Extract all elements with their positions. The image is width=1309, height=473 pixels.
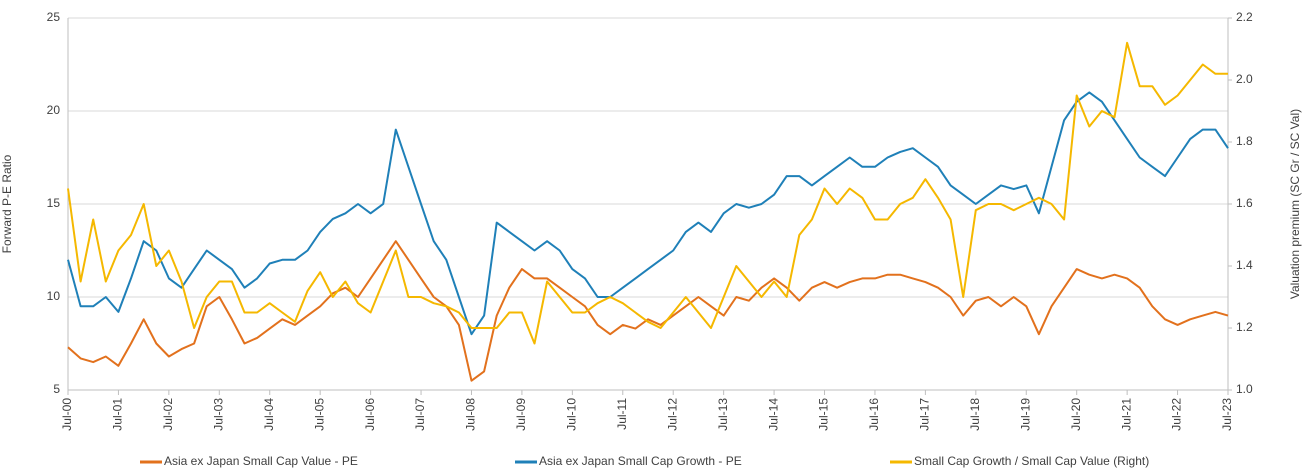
- y2-tick-label: 1.2: [1236, 320, 1253, 334]
- x-tick-label: Jul-09: [514, 398, 528, 431]
- y-tick-label: 15: [47, 196, 61, 210]
- y-tick-label: 25: [47, 10, 61, 24]
- legend-label: Small Cap Growth / Small Cap Value (Righ…: [914, 454, 1149, 468]
- x-tick-label: Jul-00: [60, 398, 74, 431]
- x-tick-label: Jul-07: [413, 398, 427, 431]
- x-tick-label: Jul-11: [615, 398, 629, 430]
- legend-label: Asia ex Japan Small Cap Growth - PE: [539, 454, 742, 468]
- x-tick-label: Jul-04: [262, 398, 276, 431]
- x-tick-label: Jul-06: [363, 398, 377, 431]
- y2-tick-label: 1.4: [1236, 258, 1253, 272]
- series-line: [67, 91, 1229, 336]
- x-tick-label: Jul-03: [211, 398, 225, 431]
- x-tick-label: Jul-21: [1119, 398, 1133, 431]
- x-tick-label: Jul-15: [817, 398, 831, 431]
- y-axis-label: Forward P-E Ratio: [0, 154, 14, 253]
- legend-label: Asia ex Japan Small Cap Value - PE: [164, 454, 358, 468]
- y-tick-label: 5: [53, 382, 60, 396]
- x-tick-label: Jul-01: [111, 398, 125, 431]
- y2-tick-label: 2.2: [1236, 10, 1253, 24]
- y2-axis-label: Valuation premium (SC Gr / SC Val): [1288, 109, 1302, 299]
- x-tick-label: Jul-13: [716, 398, 730, 431]
- x-tick-label: Jul-02: [161, 398, 175, 431]
- x-tick-label: Jul-19: [1018, 398, 1032, 431]
- y2-tick-label: 2.0: [1236, 72, 1253, 86]
- x-tick-label: Jul-08: [464, 398, 478, 431]
- series-line: [67, 41, 1228, 345]
- x-tick-label: Jul-14: [766, 398, 780, 431]
- x-tick-label: Jul-10: [565, 398, 579, 431]
- x-tick-label: Jul-17: [918, 398, 932, 431]
- y2-tick-label: 1.6: [1236, 196, 1253, 210]
- y-tick-label: 10: [47, 289, 61, 303]
- x-tick-label: Jul-12: [665, 398, 679, 431]
- x-tick-label: Jul-20: [1069, 398, 1083, 431]
- x-tick-label: Jul-18: [968, 398, 982, 431]
- x-tick-label: Jul-22: [1170, 398, 1184, 431]
- x-tick-label: Jul-05: [312, 398, 326, 431]
- x-tick-label: Jul-16: [867, 398, 881, 431]
- y2-tick-label: 1.8: [1236, 134, 1253, 148]
- x-tick-label: Jul-23: [1220, 398, 1234, 431]
- y-tick-label: 20: [47, 103, 61, 117]
- y2-tick-label: 1.0: [1236, 382, 1253, 396]
- series-line: [67, 240, 1229, 382]
